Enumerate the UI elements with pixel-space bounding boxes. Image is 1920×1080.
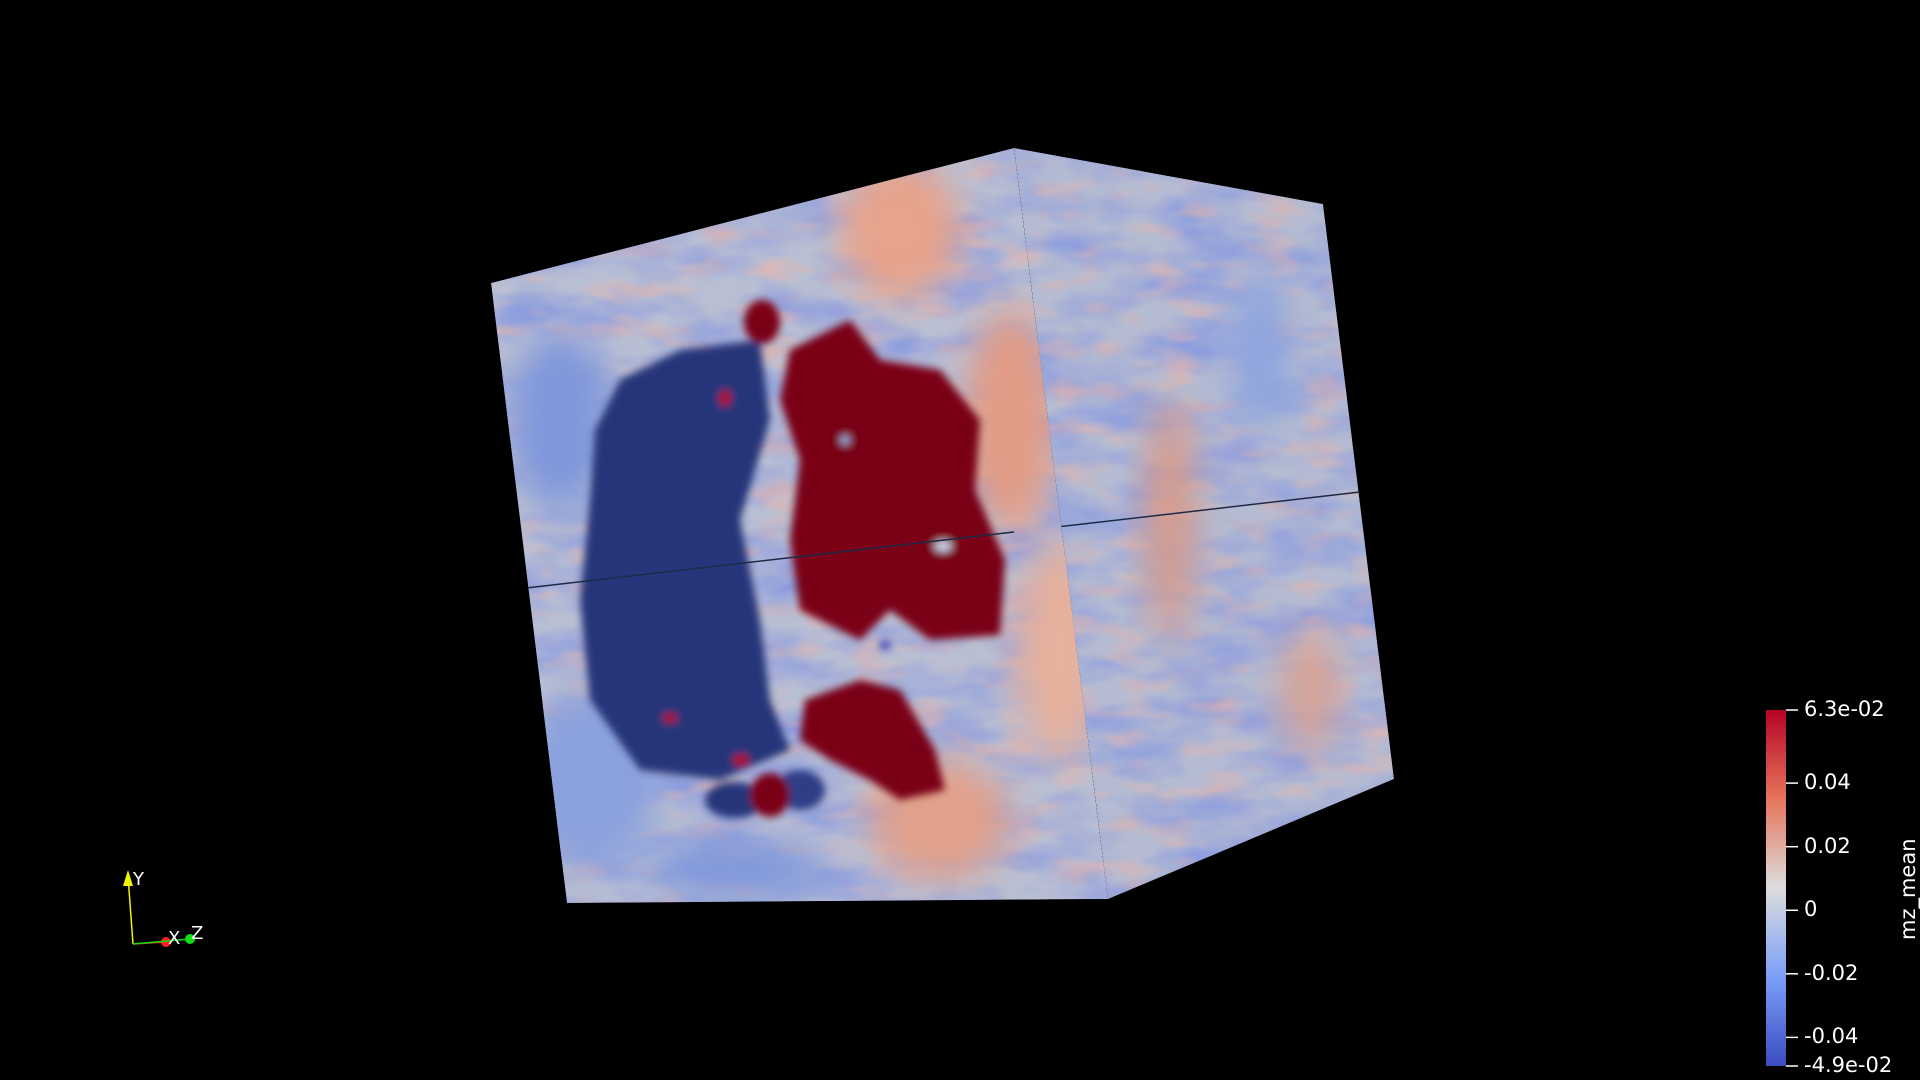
colorbar-tick-label: 0 [1804,897,1818,922]
x-axis-label: X [168,928,180,949]
orientation-axes: Y X Z [123,869,203,949]
cube-front-face [491,148,1108,903]
colorbar-max-label: 6.3e-02 [1804,697,1885,721]
x-axis-marker [161,937,171,947]
z-axis-line [132,938,191,945]
y-axis-arrow [123,870,133,886]
colorbar-min-label: -4.9e-02 [1804,1053,1893,1077]
colorbar-ticks [1786,709,1798,1067]
z-axis-marker [185,934,195,944]
colorbar-title: mz_mean [1896,838,1920,940]
y-axis-label: Y [132,869,145,890]
colorbar [1766,709,1798,1067]
colorbar-tick-label: -0.04 [1804,1024,1859,1049]
z-axis-label: Z [191,923,203,944]
y-axis-line [127,875,134,945]
colorbar-tick-label: 0.04 [1804,770,1851,795]
colorbar-gradient [1766,710,1786,1066]
colorbar-tick-label: 0.02 [1804,833,1851,858]
colorbar-tick-label: -0.02 [1804,960,1859,985]
